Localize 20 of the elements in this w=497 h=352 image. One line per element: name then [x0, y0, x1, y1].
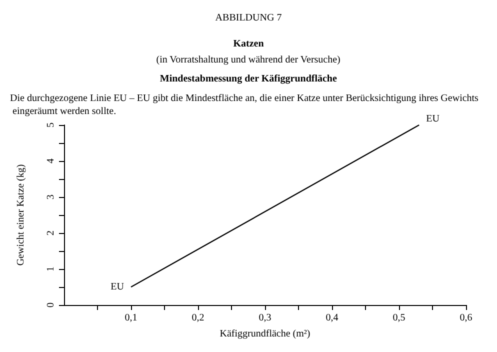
x-axis-title: Käfiggrundfläche (m²) — [220, 328, 310, 340]
y-axis-title: Gewicht einer Katze (kg) — [16, 164, 26, 266]
annotation: EU — [110, 282, 125, 292]
y-tick-label: 5 — [46, 122, 56, 128]
x-tick-label: 0,6 — [460, 312, 472, 324]
y-tick-label: 2 — [46, 230, 56, 236]
text: Mindestabmessung der Käfiggrundfläche — [160, 74, 338, 84]
chart-title: ABBILDUNG 7 — [215, 12, 282, 24]
y-tick-label: 0 — [46, 302, 56, 308]
x-tick-label: 0,2 — [192, 312, 204, 324]
y-tick-label: 3 — [46, 194, 56, 200]
chart-subtitle: Katzen — [233, 38, 264, 50]
annotation: EU — [426, 114, 440, 124]
x-tick-label: 0,3 — [258, 312, 272, 324]
x-tick-label: 0,5 — [392, 312, 406, 324]
x-tick-label: 0,1 — [124, 312, 138, 324]
text: (in Vorratshaltung und während der Versuche) — [156, 54, 340, 66]
x-tick-label: 0,4 — [326, 312, 338, 324]
y-tick-label: 1 — [46, 266, 56, 272]
y-tick-label: 4 — [46, 158, 56, 164]
